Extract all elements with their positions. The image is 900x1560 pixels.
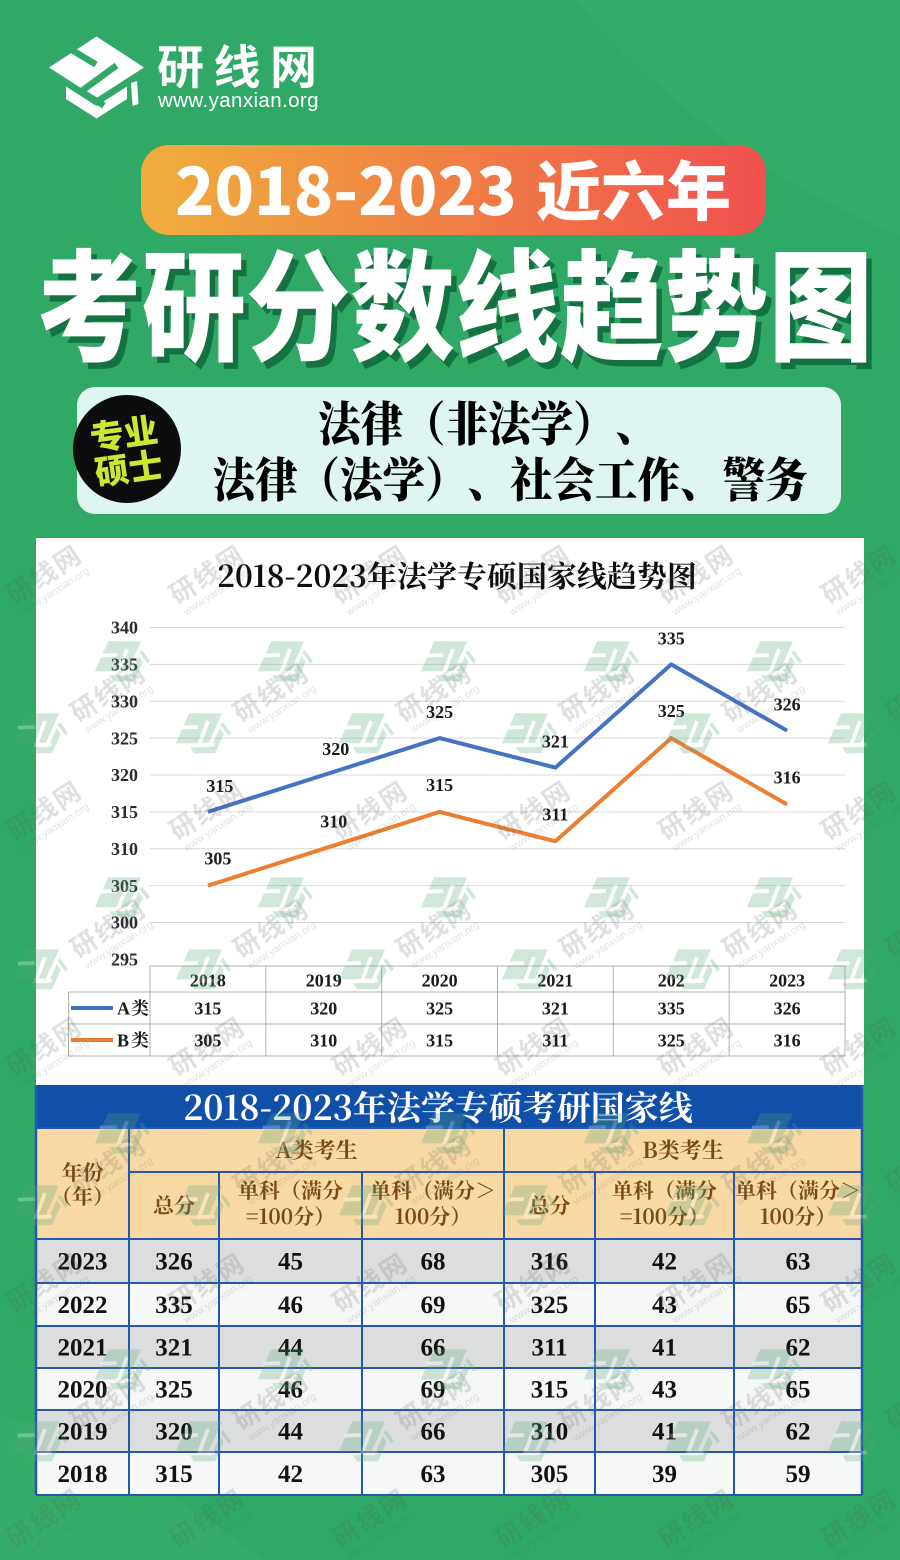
svg-text:www.yanxian.org: www.yanxian.org <box>157 89 319 112</box>
